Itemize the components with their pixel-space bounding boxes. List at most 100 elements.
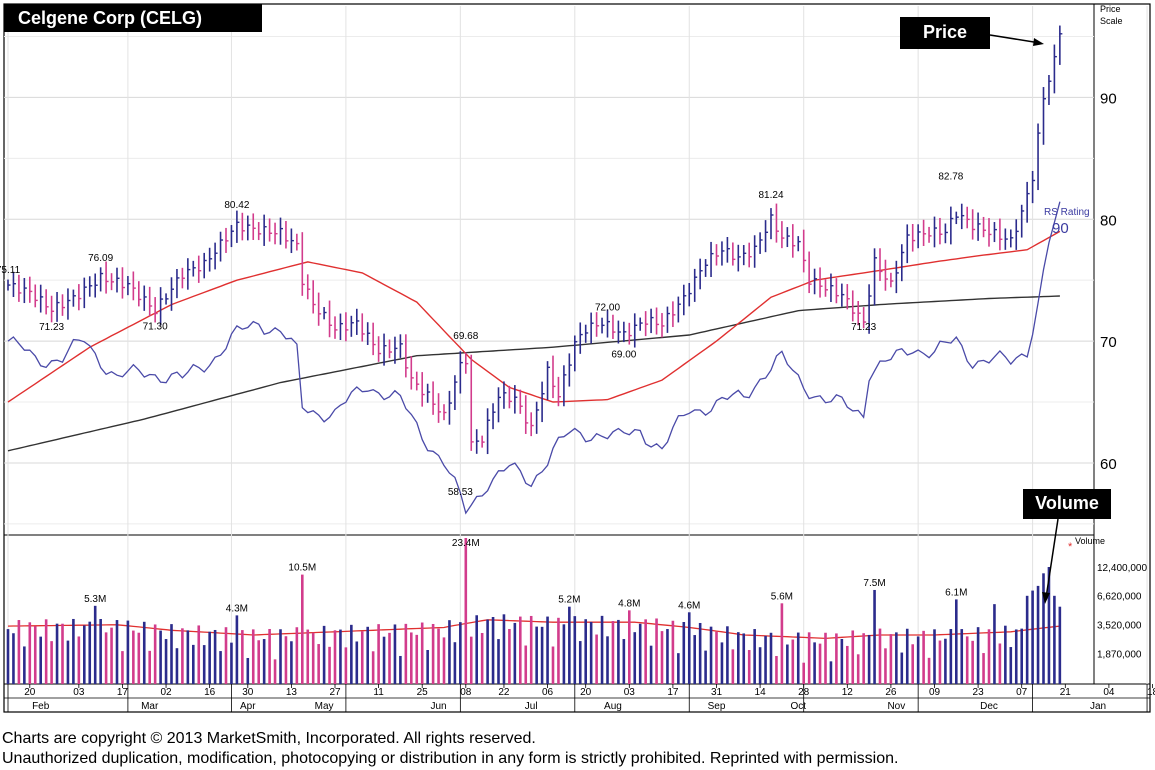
price-bar xyxy=(88,276,93,297)
volume-bar xyxy=(360,631,364,684)
volume-bar xyxy=(944,638,947,684)
price-bar xyxy=(45,289,49,315)
volume-bar xyxy=(600,615,604,684)
price-bar xyxy=(148,286,153,317)
volume-bar xyxy=(23,646,26,684)
volume-bar xyxy=(257,640,260,684)
volume-bar xyxy=(726,626,729,684)
volume-bar xyxy=(382,636,386,684)
x-day-label: 28 xyxy=(798,687,810,698)
volume-bar xyxy=(769,632,773,684)
volume-bar xyxy=(562,624,566,684)
volume-bar xyxy=(153,624,157,684)
price-bar xyxy=(917,224,921,249)
price-bar xyxy=(214,242,218,270)
price-bar xyxy=(464,352,469,374)
volume-bar xyxy=(448,620,451,684)
price-bar xyxy=(988,218,992,247)
volume-bar xyxy=(905,628,909,684)
price-bar xyxy=(170,277,174,311)
price-bar xyxy=(721,241,725,266)
volume-bar xyxy=(796,632,800,684)
price-bar xyxy=(742,245,747,266)
volume-bar xyxy=(246,657,250,684)
volume-bar xyxy=(835,633,838,684)
volume-bar xyxy=(856,654,860,684)
x-day-label: 31 xyxy=(711,687,723,698)
volume-bar xyxy=(137,632,141,684)
price-bar xyxy=(568,353,572,387)
price-bar xyxy=(1015,219,1019,250)
volume-bar xyxy=(693,635,696,684)
price-bar xyxy=(655,307,660,335)
volume-annotation: 4.3M xyxy=(226,603,248,614)
price-bar xyxy=(437,393,442,423)
price-bar xyxy=(770,208,774,240)
volume-bar xyxy=(306,629,310,684)
volume-bar xyxy=(431,623,435,684)
price-bar xyxy=(399,334,403,358)
price-bar xyxy=(67,288,71,320)
volume-bar xyxy=(350,624,353,684)
volume-bar xyxy=(709,626,713,684)
price-bar xyxy=(955,211,959,225)
volume-bar xyxy=(742,633,746,684)
price-bar xyxy=(933,216,937,248)
volume-bar xyxy=(687,612,691,684)
volume-bar xyxy=(916,636,920,684)
volume-bar xyxy=(927,657,931,684)
price-bar xyxy=(225,227,229,253)
volume-bar xyxy=(317,644,320,684)
price-bars xyxy=(7,25,1063,455)
price-bar xyxy=(328,300,333,338)
volume-bar xyxy=(17,620,21,684)
price-bar xyxy=(753,235,758,268)
price-bar xyxy=(846,284,850,310)
volume-bar xyxy=(262,639,266,684)
price-bar xyxy=(546,361,551,400)
chart-title: Celgene Corp (CELG) xyxy=(18,8,202,28)
volume-bar xyxy=(148,650,151,684)
x-day-label: 25 xyxy=(417,687,429,698)
volume-bar xyxy=(50,641,53,684)
price-bar xyxy=(606,309,610,338)
price-bar xyxy=(639,317,643,331)
price-bar xyxy=(230,225,234,248)
price-bar xyxy=(971,209,976,240)
volume-bar xyxy=(115,620,119,684)
volume-bar xyxy=(475,615,478,684)
price-bar xyxy=(426,383,431,403)
price-bar xyxy=(563,365,567,407)
price-bar xyxy=(830,273,834,302)
copyright-line: Charts are copyright © 2013 MarketSmith,… xyxy=(2,730,536,747)
volume-callout: Volume xyxy=(1035,493,1099,513)
price-bar xyxy=(361,313,365,342)
price-bar xyxy=(138,281,142,307)
price-bar xyxy=(345,312,349,342)
price-annotation: 71.23 xyxy=(39,322,64,333)
price-bar xyxy=(1020,204,1025,238)
price-bar xyxy=(475,429,480,454)
volume-bar xyxy=(660,631,664,684)
price-bar xyxy=(443,404,447,421)
price-bar xyxy=(50,295,55,323)
price-bar xyxy=(301,232,305,296)
volume-annotation: 5.6M xyxy=(771,591,793,602)
price-bar xyxy=(617,320,621,344)
price-bar xyxy=(879,248,883,281)
volume-bar xyxy=(846,645,849,684)
volume-bar xyxy=(366,626,369,684)
volume-bar xyxy=(72,618,75,684)
volume-bar xyxy=(1053,595,1056,684)
volume-bar xyxy=(295,627,299,684)
volume-bar xyxy=(311,632,315,684)
volume-bar xyxy=(535,626,538,684)
x-day-label: 13 xyxy=(286,687,298,698)
volume-bar xyxy=(388,632,391,684)
rs-rating-label: RS Rating xyxy=(1044,207,1090,218)
x-day-label: 27 xyxy=(329,687,341,698)
price-bar xyxy=(699,258,703,290)
price-annotation: 71.30 xyxy=(143,321,168,332)
volume-annotation: 5.3M xyxy=(84,594,106,605)
